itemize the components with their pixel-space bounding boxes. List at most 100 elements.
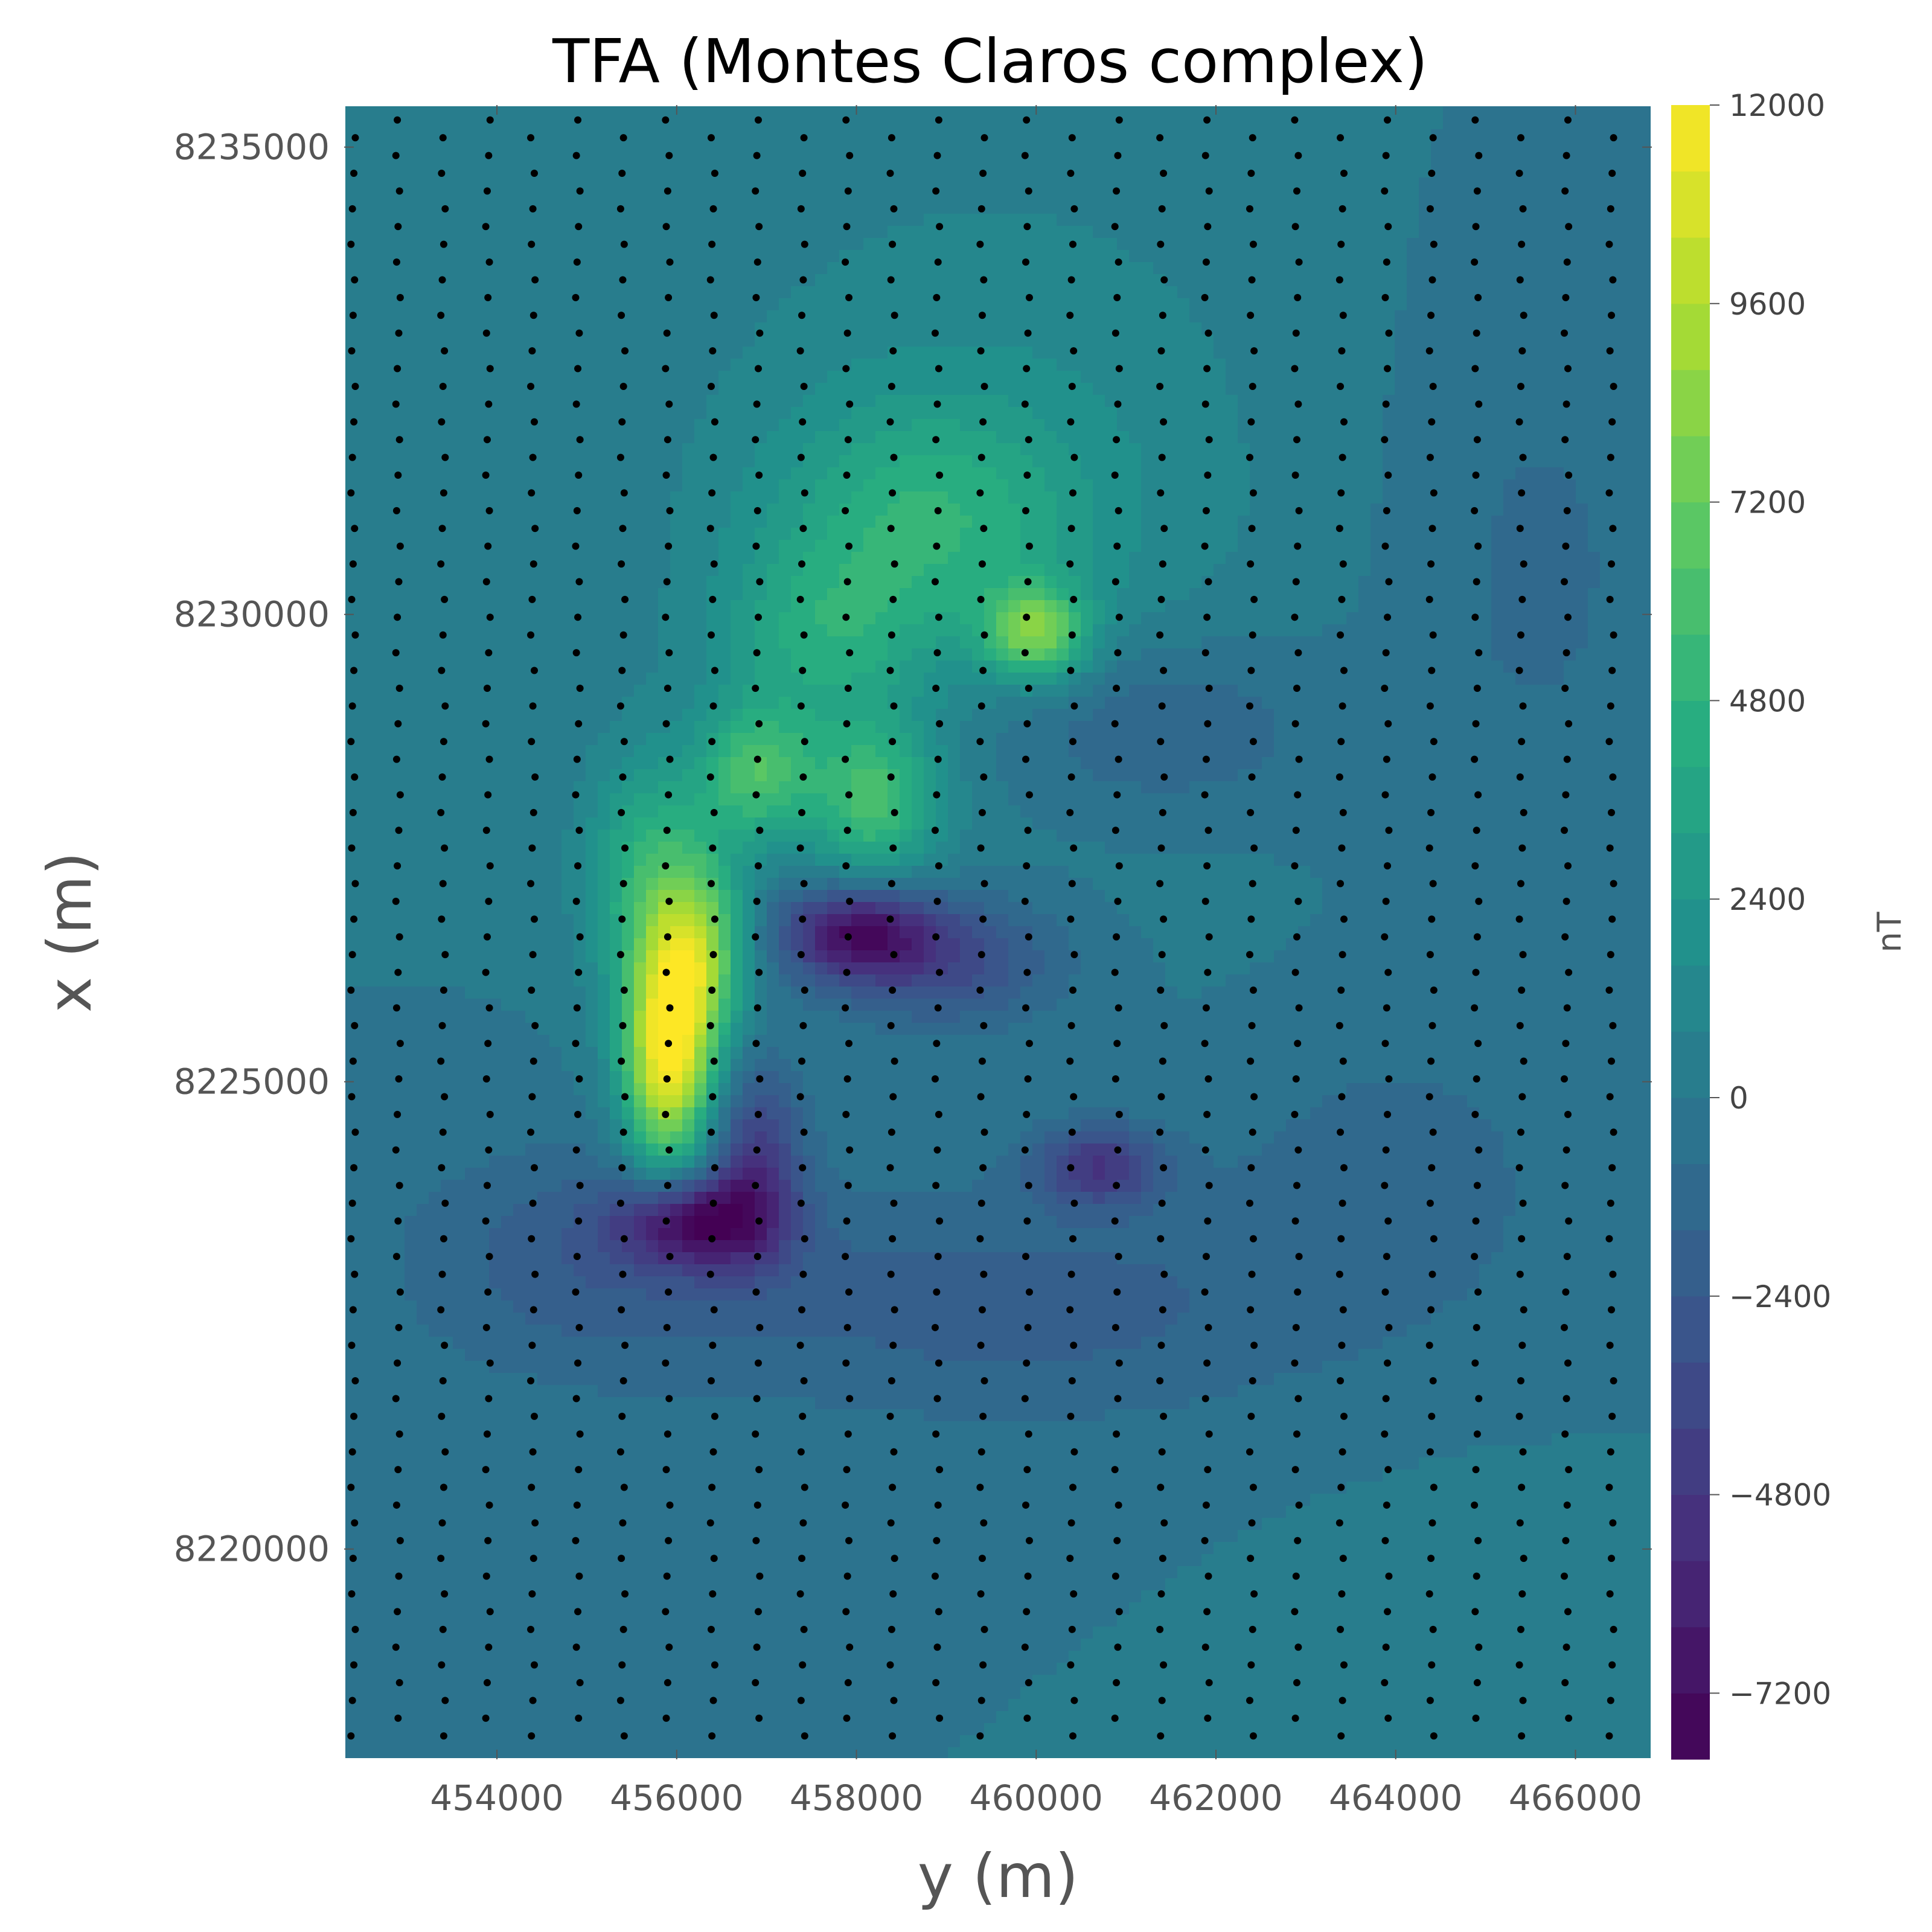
heatmap-cell xyxy=(477,842,490,854)
heatmap-cell xyxy=(549,1687,562,1700)
heatmap-cell xyxy=(537,214,550,226)
heatmap-cell xyxy=(356,636,369,649)
heatmap-cell xyxy=(501,1494,514,1506)
heatmap-cell xyxy=(465,709,478,721)
heatmap-cell xyxy=(429,1107,441,1120)
heatmap-cell xyxy=(441,902,453,915)
heatmap-cell xyxy=(417,504,429,516)
heatmap-cell xyxy=(453,1131,465,1144)
heatmap-cell xyxy=(561,1192,574,1204)
heatmap-cell xyxy=(549,661,562,673)
heatmap-cell xyxy=(537,371,550,383)
heatmap-cell xyxy=(405,322,417,335)
heatmap-cell xyxy=(453,1445,465,1458)
heatmap-cell xyxy=(417,1288,429,1301)
heatmap-cell xyxy=(586,1035,598,1048)
heatmap-cell xyxy=(513,1180,526,1192)
heatmap-cell xyxy=(380,1554,393,1567)
heatmap-cell xyxy=(634,1228,647,1241)
heatmap-cell xyxy=(513,697,526,709)
heatmap-cell xyxy=(537,504,550,516)
heatmap-cell xyxy=(634,1735,647,1748)
heatmap-cell xyxy=(561,697,574,709)
heatmap-cell xyxy=(622,1144,635,1156)
heatmap-cell xyxy=(706,286,719,299)
heatmap-cell xyxy=(513,1240,526,1253)
heatmap-cell xyxy=(356,974,369,987)
heatmap-cell xyxy=(586,310,598,323)
heatmap-cell xyxy=(537,334,550,347)
heatmap-cell xyxy=(610,528,622,540)
heatmap-cell xyxy=(441,600,453,613)
heatmap-cell xyxy=(610,274,622,287)
heatmap-cell xyxy=(694,1373,707,1386)
heatmap-cell xyxy=(380,1409,393,1422)
heatmap-cell xyxy=(743,1192,755,1204)
heatmap-cell xyxy=(634,1131,647,1144)
heatmap-cell xyxy=(429,612,441,625)
heatmap-cell xyxy=(356,226,369,238)
heatmap-cell xyxy=(477,1590,490,1603)
heatmap-cell xyxy=(525,1687,538,1700)
heatmap-cell xyxy=(610,1735,622,1748)
heatmap-cell xyxy=(622,395,635,408)
heatmap-cell xyxy=(718,1083,731,1096)
heatmap-cell xyxy=(525,1675,538,1687)
heatmap-cell xyxy=(622,141,635,154)
heatmap-cell xyxy=(549,1047,562,1060)
heatmap-cell xyxy=(392,202,405,214)
heatmap-cell xyxy=(682,1518,695,1531)
heatmap-cell xyxy=(537,1156,550,1168)
heatmap-cell xyxy=(682,1252,695,1265)
heatmap-cell xyxy=(658,383,671,395)
heatmap-cell xyxy=(767,1071,779,1084)
heatmap-cell xyxy=(417,648,429,661)
heatmap-cell xyxy=(755,528,767,540)
heatmap-cell xyxy=(731,733,743,746)
heatmap-cell xyxy=(417,1252,429,1265)
heatmap-cell xyxy=(706,781,719,794)
heatmap-cell xyxy=(682,962,695,975)
heatmap-cell xyxy=(694,1578,707,1591)
heatmap-cell xyxy=(417,1144,429,1156)
heatmap-cell xyxy=(574,1542,586,1555)
heatmap-cell xyxy=(489,528,502,540)
heatmap-cell xyxy=(380,1216,393,1229)
heatmap-cell xyxy=(344,1470,357,1482)
heatmap-cell xyxy=(465,1083,478,1096)
heatmap-cell xyxy=(634,1156,647,1168)
heatmap-cell xyxy=(405,1506,417,1518)
heatmap-cell xyxy=(586,745,598,758)
heatmap-cell xyxy=(453,588,465,601)
heatmap-cell xyxy=(501,1240,514,1253)
heatmap-cell xyxy=(465,1566,478,1579)
heatmap-cell xyxy=(561,576,574,589)
heatmap-cell xyxy=(429,334,441,347)
heatmap-cell xyxy=(682,1421,695,1434)
heatmap-cell xyxy=(417,1470,429,1482)
heatmap-cell xyxy=(731,1325,743,1337)
heatmap-cell xyxy=(465,178,478,190)
heatmap-cell xyxy=(405,1711,417,1724)
heatmap-cell xyxy=(368,1373,381,1386)
heatmap-cell xyxy=(755,745,767,758)
heatmap-cell xyxy=(634,624,647,637)
heatmap-cell xyxy=(537,1035,550,1048)
heatmap-cell xyxy=(634,805,647,818)
heatmap-cell xyxy=(356,1735,369,1748)
heatmap-cell xyxy=(622,105,635,118)
heatmap-cell xyxy=(767,1530,779,1543)
heatmap-cell xyxy=(767,1711,779,1724)
heatmap-cell xyxy=(586,1602,598,1615)
heatmap-cell xyxy=(441,673,453,685)
heatmap-cell xyxy=(682,274,695,287)
heatmap-cell xyxy=(405,504,417,516)
heatmap-cell xyxy=(634,1216,647,1229)
heatmap-cell xyxy=(670,830,683,842)
heatmap-cell xyxy=(718,648,731,661)
heatmap-cell xyxy=(549,178,562,190)
heatmap-cell xyxy=(743,1747,755,1759)
heatmap-cell xyxy=(767,1687,779,1700)
heatmap-cell xyxy=(537,721,550,734)
heatmap-cell xyxy=(718,987,731,999)
